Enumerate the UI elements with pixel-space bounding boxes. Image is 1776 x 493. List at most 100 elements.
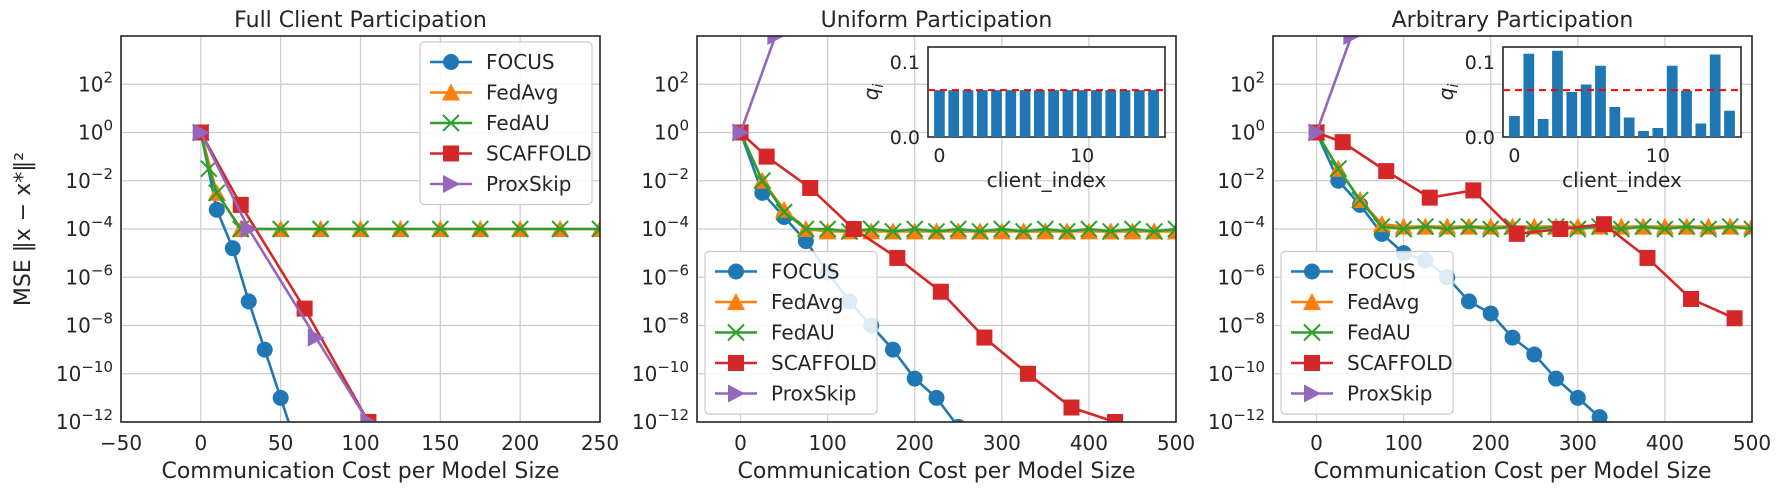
series-fedau (731, 123, 1176, 241)
inset-x-tick: 10 (1646, 145, 1670, 167)
y-axis-label: MSE ‖x − x*‖² (11, 152, 36, 306)
inset-x-label: client_index (987, 168, 1107, 192)
inset-bar (1523, 53, 1535, 137)
data-point (949, 220, 967, 238)
data-point (1699, 217, 1718, 235)
legend-item-fedau: FedAU (1291, 321, 1411, 345)
x-tick-label: 0 (194, 431, 207, 455)
data-point (1373, 217, 1391, 236)
data-point (551, 220, 569, 238)
data-point (360, 413, 378, 422)
x-tick-label: 400 (1070, 431, 1108, 455)
data-point (758, 148, 775, 165)
x-tick-label: 150 (421, 431, 459, 455)
data-point (1526, 346, 1543, 363)
y-tick-label: 10−12 (1208, 406, 1265, 434)
data-point (1123, 222, 1142, 240)
data-point (928, 389, 945, 406)
data-point (1460, 217, 1478, 236)
x-tick-label: 0 (734, 431, 747, 455)
data-point (767, 36, 785, 45)
data-point (1343, 36, 1361, 45)
data-point (1481, 217, 1500, 235)
inset-bar (1552, 50, 1563, 137)
data-point (1613, 426, 1629, 442)
data-point (862, 222, 881, 240)
y-tick-label: 10−12 (632, 406, 689, 434)
data-point (1726, 310, 1743, 327)
series-line (1315, 131, 1752, 228)
data-point (1107, 414, 1124, 422)
legend-label: FedAvg (771, 290, 843, 314)
data-point (889, 249, 906, 266)
data-point (591, 220, 600, 238)
inset-bar (1623, 117, 1635, 137)
legend-label: FedAvg (1347, 290, 1419, 314)
x-tick-label: 200 (501, 431, 539, 455)
data-point (802, 179, 819, 196)
inset-bar (1105, 90, 1117, 137)
series-proxskip (732, 36, 785, 142)
inset-y-label: qi (859, 84, 887, 101)
inset-bar (1076, 90, 1088, 137)
inset-bar (1724, 110, 1735, 137)
data-point (1058, 222, 1076, 241)
data-point (1699, 220, 1718, 238)
series-scaffold (732, 124, 1124, 422)
data-point (818, 220, 837, 238)
y-tick-label: 10−2 (1217, 165, 1265, 193)
data-point (1329, 159, 1348, 178)
data-point (1595, 216, 1612, 233)
y-tick-label: 100 (654, 117, 689, 145)
data-point (1014, 222, 1033, 241)
legend-label: ProxSkip (486, 172, 571, 196)
x-tick-label: 300 (983, 431, 1021, 455)
data-point (932, 283, 949, 300)
legend-label: FOCUS (771, 260, 840, 284)
data-point (1019, 365, 1036, 382)
data-point (1330, 172, 1347, 189)
data-point (1378, 163, 1395, 180)
legend-marker (727, 323, 745, 342)
inset-bar (976, 90, 988, 137)
data-point (775, 203, 793, 221)
inset-bar (1019, 90, 1031, 137)
panel-title: Arbitrary Participation (1392, 8, 1634, 33)
legend-marker (1303, 323, 1321, 342)
data-point (1080, 220, 1098, 238)
data-point (1308, 123, 1326, 142)
y-tick-label: 10−8 (65, 310, 113, 338)
legend-label: FOCUS (1347, 260, 1416, 284)
legend-label: FedAU (486, 111, 550, 135)
legend-item-proxskip: ProxSkip (1291, 382, 1432, 406)
inset-x-tick: 0 (1508, 145, 1520, 167)
data-point (862, 220, 880, 238)
inset-bar (1681, 90, 1692, 137)
y-tick-label: 100 (78, 117, 113, 145)
legend-item-fedau: FedAU (430, 111, 550, 135)
legend-marker (1304, 355, 1320, 371)
data-point (1465, 182, 1482, 199)
inset-x-tick: 10 (1070, 145, 1094, 167)
data-point (905, 222, 924, 240)
data-point (1612, 217, 1631, 235)
inset-bar (1566, 92, 1578, 137)
data-point (271, 220, 290, 238)
panel-title: Full Client Participation (234, 8, 487, 33)
data-point (927, 222, 946, 241)
x-axis-label: Communication Cost per Model Size (1313, 459, 1711, 484)
data-point (775, 200, 794, 218)
x-tick-label: 50 (268, 431, 293, 455)
data-point (1079, 222, 1098, 240)
data-point (1063, 399, 1080, 416)
legend-item-scaffold: SCAFFOLD (1291, 351, 1453, 375)
legend-box (704, 250, 878, 415)
legend-label: FedAvg (486, 81, 558, 105)
y-tick-label: 10−10 (1208, 358, 1265, 386)
data-point (884, 222, 902, 241)
inset-bar (934, 90, 945, 137)
data-point (1639, 249, 1656, 266)
series-proxskip (1308, 36, 1361, 142)
y-tick-label: 10−8 (1217, 310, 1265, 338)
axes-frame (1272, 35, 1753, 423)
